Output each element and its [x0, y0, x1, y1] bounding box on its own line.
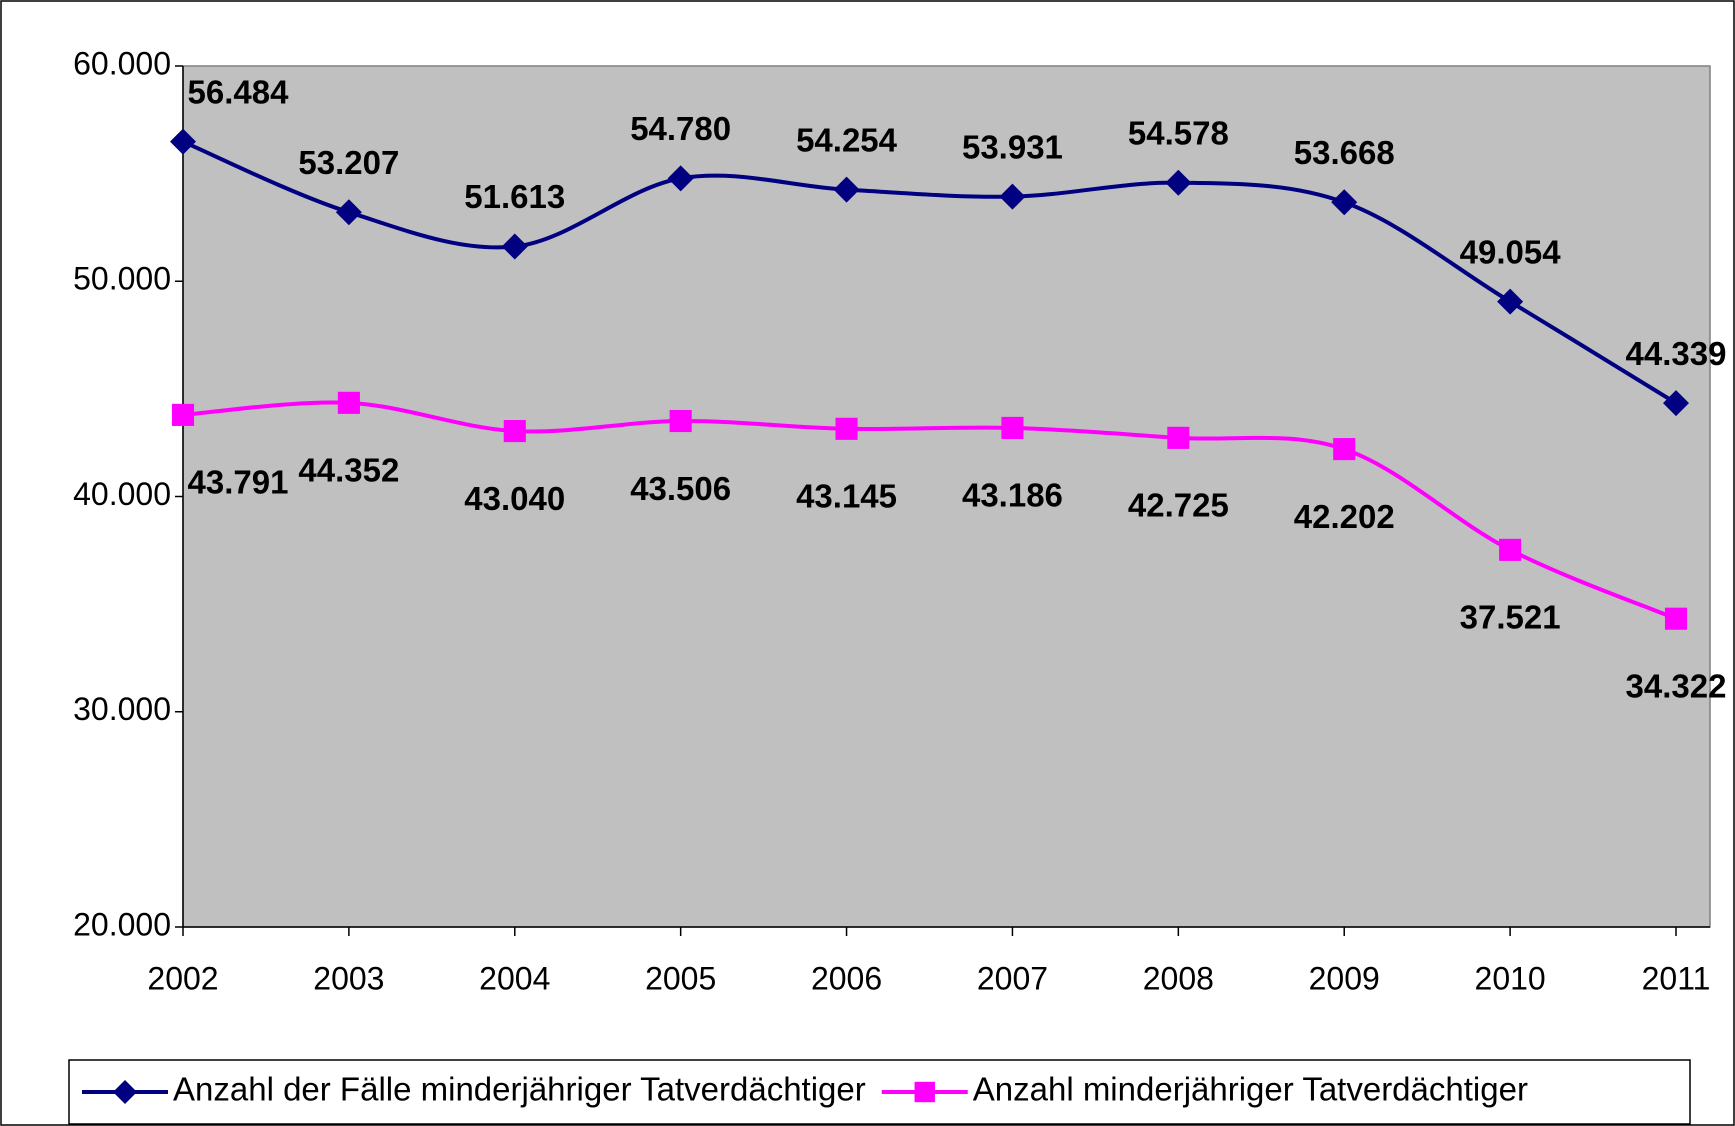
y-tick-label: 40.000 [73, 476, 171, 512]
data-label: 54.578 [1128, 114, 1229, 151]
data-label: 43.506 [630, 470, 731, 507]
marker [1331, 189, 1358, 216]
y-tick-label: 60.000 [73, 45, 171, 81]
data-label: 53.207 [298, 144, 399, 181]
marker [999, 183, 1026, 210]
data-label: 54.780 [630, 110, 731, 147]
plot-area [182, 65, 1711, 928]
y-tick-label: 30.000 [73, 691, 171, 727]
marker [337, 391, 360, 414]
marker [833, 176, 860, 203]
marker [667, 165, 694, 192]
marker [1167, 426, 1190, 449]
data-label: 42.725 [1128, 487, 1229, 524]
x-tick-label: 2008 [1143, 960, 1214, 996]
marker [1333, 438, 1356, 461]
x-tick-label: 2007 [977, 960, 1048, 996]
marker [113, 1080, 137, 1104]
legend-box [68, 1059, 1691, 1125]
data-label: 43.040 [464, 480, 565, 517]
data-label: 56.484 [188, 73, 290, 110]
marker [1663, 390, 1689, 417]
series-line [182, 139, 1678, 405]
data-label: 43.145 [796, 478, 897, 515]
data-label: 53.931 [962, 128, 1063, 165]
y-tick-label: 20.000 [73, 906, 171, 942]
data-label: 43.791 [188, 464, 289, 501]
data-label: 37.521 [1460, 599, 1561, 636]
marker [914, 1081, 935, 1103]
data-label: 51.613 [464, 178, 565, 215]
x-tick-label: 2005 [645, 960, 716, 996]
data-label: 49.054 [1460, 233, 1562, 270]
marker [835, 417, 858, 440]
x-tick-label: 2011 [1642, 960, 1711, 996]
x-tick-label: 2010 [1475, 960, 1546, 996]
data-label: 44.339 [1626, 335, 1727, 372]
data-label: 44.352 [298, 452, 399, 489]
legend-label: Anzahl minderjähriger Tatverdächtiger [973, 1071, 1528, 1108]
legend-label: Anzahl der Fälle minderjähriger Tatverdä… [173, 1071, 866, 1108]
data-label: 34.322 [1626, 667, 1727, 704]
x-tick-label: 2002 [147, 960, 218, 996]
marker [1499, 538, 1522, 561]
data-label: 53.668 [1294, 134, 1395, 171]
marker [171, 403, 195, 426]
marker [503, 420, 526, 443]
x-tick-label: 2006 [811, 960, 882, 996]
data-label: 42.202 [1294, 498, 1395, 535]
marker [170, 128, 196, 155]
x-tick-label: 2003 [313, 960, 384, 996]
marker [1664, 607, 1688, 630]
marker [1497, 288, 1524, 315]
y-tick-label: 50.000 [73, 261, 171, 297]
marker [335, 199, 362, 226]
data-label: 54.254 [796, 121, 898, 158]
data-label: 43.186 [962, 477, 1063, 514]
x-tick-label: 2009 [1309, 960, 1380, 996]
x-tick-label: 2004 [479, 960, 550, 996]
marker [1001, 416, 1024, 439]
marker [501, 233, 528, 260]
series-line [182, 400, 1677, 621]
marker [669, 409, 692, 433]
marker [1165, 169, 1192, 196]
